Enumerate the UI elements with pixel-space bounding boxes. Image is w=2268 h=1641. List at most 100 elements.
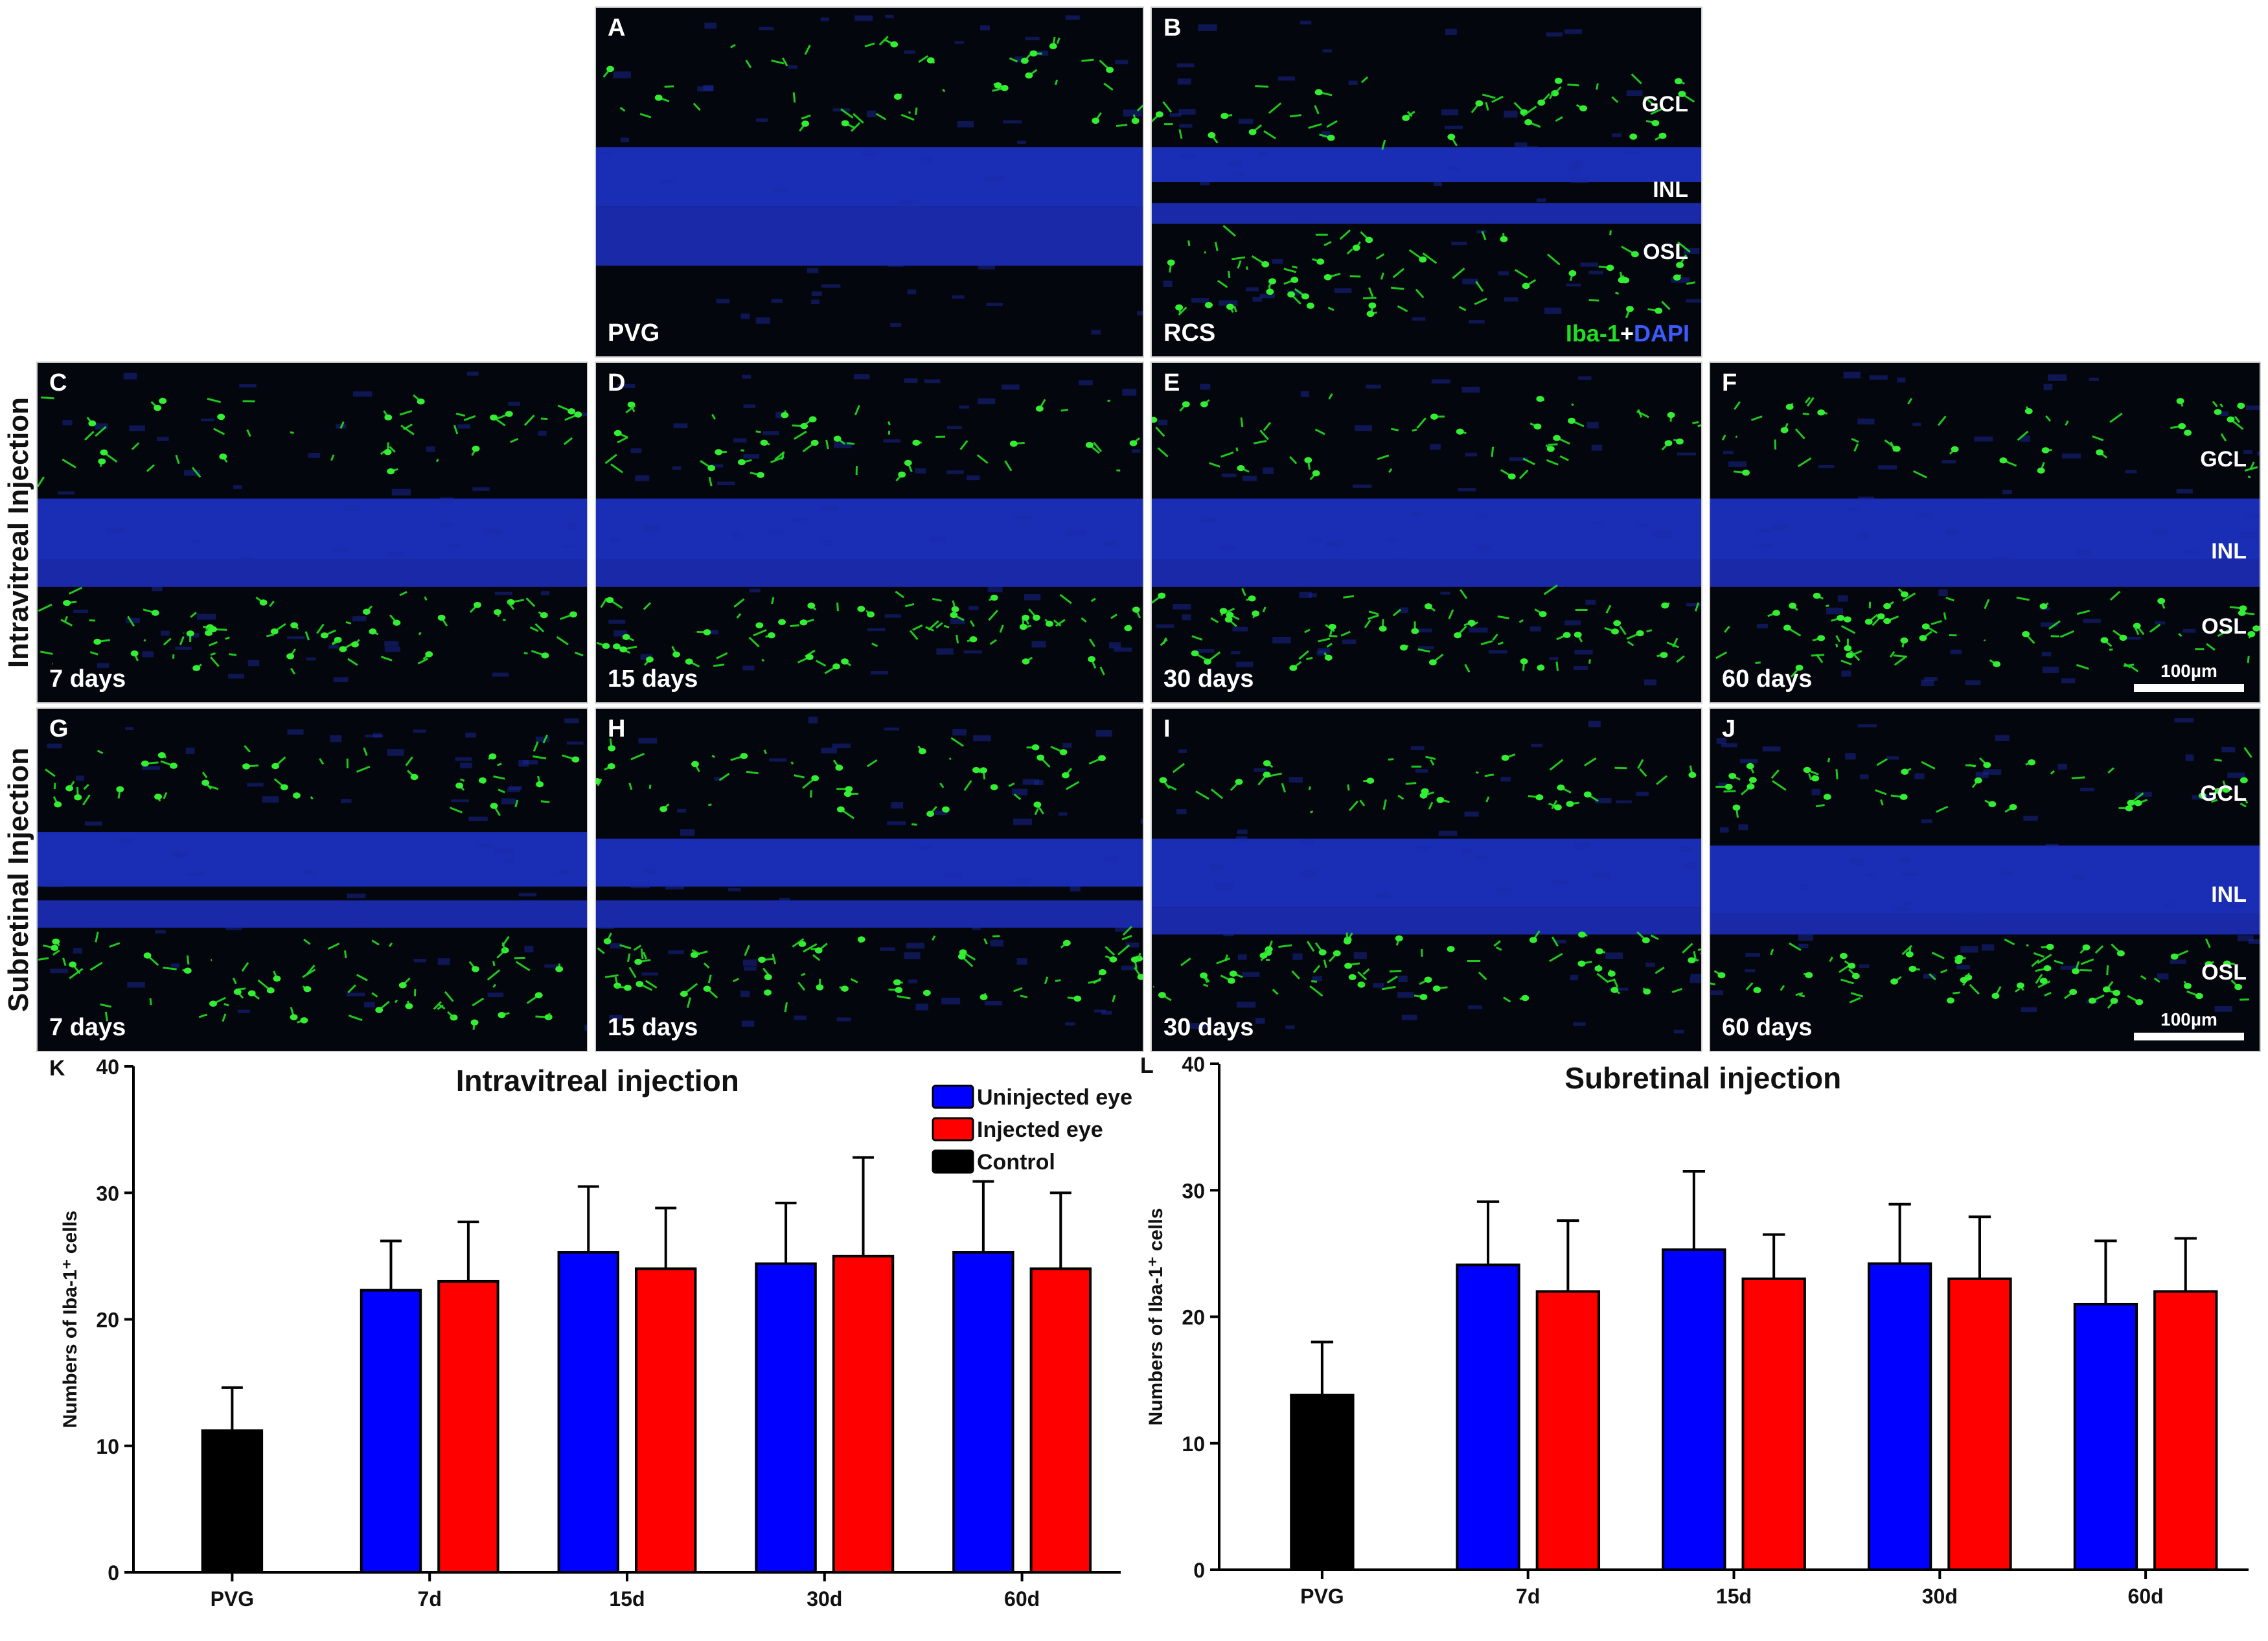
stain-legend: Iba-1+DAPI bbox=[1566, 320, 1690, 347]
bar bbox=[1662, 1248, 1726, 1571]
y-tick-label: 0 bbox=[108, 1561, 119, 1585]
bar bbox=[1535, 1290, 1601, 1571]
x-tick-label: 60d bbox=[1004, 1587, 1040, 1611]
panel-label: D bbox=[608, 369, 626, 396]
panel-label: L bbox=[1140, 1056, 1154, 1078]
panel-label: K bbox=[49, 1056, 65, 1081]
bar bbox=[1741, 1277, 1806, 1571]
condition-label: 7 days bbox=[49, 665, 126, 693]
micrograph-A: A PVG bbox=[595, 6, 1144, 358]
y-tick-label: 10 bbox=[96, 1435, 119, 1458]
micrograph-image bbox=[596, 717, 1143, 1027]
legend-label: Control bbox=[977, 1150, 1055, 1175]
micrograph-C: C 7 days bbox=[36, 361, 588, 704]
y-tick-label: 40 bbox=[96, 1056, 119, 1079]
x-tick-label: 7d bbox=[418, 1587, 442, 1611]
x-tick-label: PVG bbox=[1300, 1585, 1344, 1608]
micrograph-G: G 7 days bbox=[36, 707, 588, 1052]
bar bbox=[437, 1280, 499, 1574]
micrograph-image bbox=[596, 374, 1143, 702]
stain-dapi: DAPI bbox=[1633, 320, 1690, 347]
chart-title: Intravitreal injection bbox=[456, 1064, 739, 1097]
micrograph-image bbox=[38, 371, 587, 682]
micrograph-image bbox=[1710, 371, 2260, 687]
micrograph-image bbox=[1152, 720, 1701, 1034]
scale-bar: 100µm bbox=[2134, 661, 2244, 692]
y-tick-label: 30 bbox=[96, 1182, 119, 1205]
legend-label: Injected eye bbox=[977, 1118, 1103, 1142]
bar bbox=[2153, 1290, 2218, 1571]
layer-label-gcl: GCL bbox=[1642, 92, 1688, 117]
layer-label-osl: OSL bbox=[1643, 240, 1688, 264]
micrograph-F: F 60 days GCL INL OSL 100µm bbox=[1709, 361, 2261, 704]
micrograph-image bbox=[1152, 376, 1701, 685]
bar bbox=[1456, 1263, 1520, 1571]
bar bbox=[952, 1251, 1014, 1574]
bar bbox=[832, 1254, 895, 1574]
panel-label: C bbox=[49, 369, 67, 396]
y-axis-label: Numbers of Iba-1⁺ cells bbox=[1145, 1208, 1167, 1426]
micrograph-image bbox=[596, 14, 1143, 335]
scale-bar-line bbox=[2134, 1033, 2244, 1040]
panel-label: J bbox=[1722, 715, 1736, 742]
micrograph-image bbox=[1152, 21, 1701, 324]
layer-label-gcl: GCL bbox=[2200, 447, 2247, 472]
x-tick-label: 7d bbox=[1516, 1585, 1540, 1608]
scale-bar-line bbox=[2134, 684, 2244, 692]
row-label-intravitreal: Intravitreal Injection bbox=[3, 396, 34, 669]
panel-label: I bbox=[1163, 715, 1171, 742]
x-tick-label: 60d bbox=[2128, 1585, 2164, 1608]
y-tick-label: 20 bbox=[96, 1309, 119, 1332]
layer-label-osl: OSL bbox=[2201, 614, 2247, 639]
layer-label-inl: INL bbox=[2211, 539, 2247, 564]
panel-label: A bbox=[608, 14, 626, 41]
x-tick-label: PVG bbox=[211, 1587, 255, 1611]
micrograph-image bbox=[38, 718, 587, 1031]
bar-chart-intravitreal: K 0 10 20 30 40 Numbers of Iba-1⁺ cells Intravi… bbox=[49, 1056, 1132, 1611]
micrograph-H: H 15 days bbox=[595, 707, 1144, 1052]
y-tick-label: 0 bbox=[1193, 1559, 1205, 1582]
bar bbox=[1029, 1267, 1092, 1574]
layer-label-inl: INL bbox=[1653, 178, 1688, 202]
bar bbox=[201, 1429, 264, 1574]
bar bbox=[1947, 1277, 2012, 1571]
micrograph-E: E 30 days bbox=[1151, 361, 1702, 704]
bar bbox=[635, 1267, 697, 1574]
stain-iba1: Iba-1 bbox=[1565, 320, 1620, 347]
x-tick-label: 15d bbox=[1716, 1585, 1752, 1608]
bar bbox=[1290, 1394, 1355, 1571]
panel-label: G bbox=[49, 715, 69, 742]
scale-bar: 100µm bbox=[2134, 1009, 2244, 1040]
legend-swatch bbox=[932, 1149, 974, 1174]
panel-label: E bbox=[1163, 369, 1180, 396]
condition-label: 7 days bbox=[49, 1014, 126, 1041]
condition-label: 15 days bbox=[608, 1014, 698, 1041]
x-tick-label: 15d bbox=[609, 1587, 645, 1611]
panel-label: H bbox=[608, 715, 626, 742]
y-tick-label: 20 bbox=[1182, 1306, 1205, 1329]
y-axis-label: Numbers of Iba-1⁺ cells bbox=[60, 1211, 81, 1429]
bar bbox=[755, 1262, 817, 1574]
panel-label: B bbox=[1163, 14, 1182, 41]
bar bbox=[1867, 1262, 1932, 1571]
micrograph-B: B RCS GCL INL OSL Iba-1+DAPI bbox=[1151, 6, 1702, 358]
layer-label-osl: OSL bbox=[2201, 960, 2247, 985]
row-label-subretinal: Subretinal Injection bbox=[3, 747, 34, 1013]
layer-label-inl: INL bbox=[2211, 882, 2247, 907]
condition-label: 60 days bbox=[1722, 1014, 1813, 1041]
bar bbox=[360, 1289, 422, 1574]
bar bbox=[557, 1251, 619, 1574]
condition-label: PVG bbox=[608, 319, 660, 347]
legend-swatch bbox=[932, 1117, 974, 1142]
y-tick-label: 10 bbox=[1182, 1432, 1205, 1456]
x-tick-label: 30d bbox=[1922, 1585, 1958, 1608]
x-tick-label: 30d bbox=[807, 1587, 842, 1611]
condition-label: 30 days bbox=[1163, 1014, 1254, 1041]
scale-bar-label: 100µm bbox=[2160, 1009, 2217, 1029]
legend-label: Uninjected eye bbox=[977, 1085, 1132, 1110]
layer-label-gcl: GCL bbox=[2200, 781, 2247, 806]
bar-chart-subretinal: L 0 10 20 30 40 Numbers of Iba-1⁺ cells Subreti… bbox=[1140, 1056, 2249, 1608]
panel-label: F bbox=[1722, 369, 1737, 396]
micrograph-I: I 30 days bbox=[1151, 707, 1702, 1052]
micrograph-image bbox=[1710, 718, 2260, 1013]
